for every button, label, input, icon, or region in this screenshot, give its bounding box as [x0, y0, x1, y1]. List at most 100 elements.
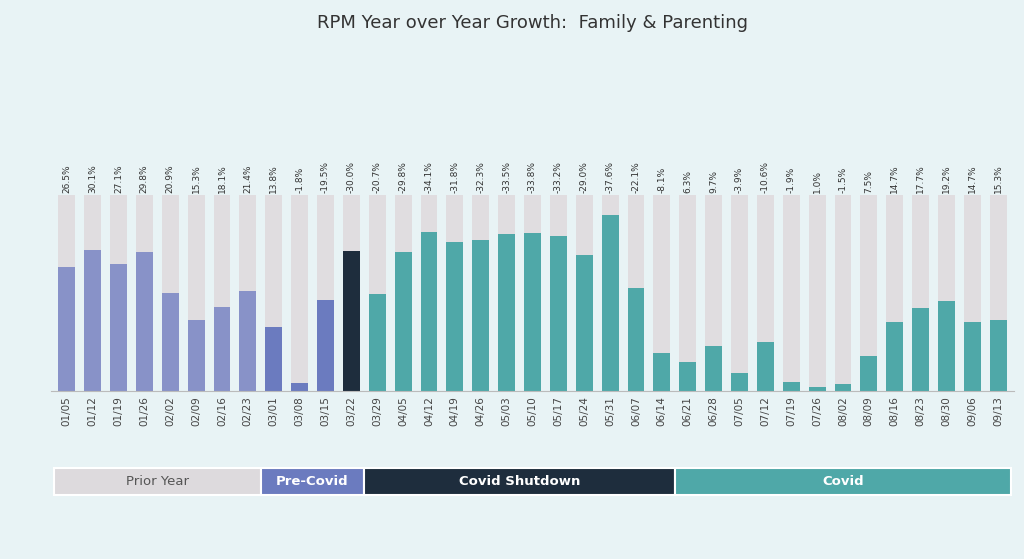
Bar [964, 195, 981, 391]
Bar [990, 320, 1007, 391]
Bar [240, 291, 256, 391]
Bar [679, 362, 696, 391]
Text: -34.1%: -34.1% [425, 162, 433, 193]
FancyBboxPatch shape [365, 467, 675, 495]
Text: 21.4%: 21.4% [244, 165, 252, 193]
Bar [84, 195, 101, 391]
Text: -3.9%: -3.9% [735, 167, 744, 193]
Bar [58, 267, 75, 391]
Bar [524, 233, 541, 391]
Text: 7.5%: 7.5% [864, 170, 873, 193]
Text: 29.8%: 29.8% [140, 164, 148, 193]
Bar [550, 195, 566, 391]
FancyBboxPatch shape [261, 467, 365, 495]
Text: 18.1%: 18.1% [217, 164, 226, 193]
Bar [782, 382, 800, 391]
Bar [912, 195, 929, 391]
Text: -20.7%: -20.7% [373, 162, 382, 193]
Text: -30.0%: -30.0% [347, 161, 356, 193]
Text: Prior Year: Prior Year [126, 475, 188, 488]
Text: -33.2%: -33.2% [554, 162, 563, 193]
Bar [58, 195, 75, 391]
Bar [317, 195, 334, 391]
Text: 9.7%: 9.7% [709, 170, 718, 193]
Text: -29.8%: -29.8% [398, 162, 408, 193]
Text: -33.8%: -33.8% [528, 161, 537, 193]
Bar [602, 195, 618, 391]
Text: 1.0%: 1.0% [813, 170, 821, 193]
Bar [446, 195, 463, 391]
Bar [887, 323, 903, 391]
Text: 27.1%: 27.1% [114, 164, 123, 193]
Text: 14.7%: 14.7% [968, 164, 977, 193]
Bar [499, 195, 515, 391]
Bar [343, 195, 359, 391]
Text: 20.9%: 20.9% [166, 164, 175, 193]
FancyBboxPatch shape [54, 467, 261, 495]
Text: -1.8%: -1.8% [295, 167, 304, 193]
Text: 26.5%: 26.5% [62, 164, 72, 193]
Bar [240, 195, 256, 391]
Bar [110, 264, 127, 391]
Bar [394, 252, 412, 391]
Bar [809, 387, 825, 391]
Text: Covid: Covid [822, 475, 864, 488]
Text: -1.5%: -1.5% [839, 167, 848, 193]
Bar [369, 195, 386, 391]
Bar [782, 195, 800, 391]
Text: -19.5%: -19.5% [321, 161, 330, 193]
Bar [860, 356, 878, 391]
Bar [369, 295, 386, 391]
Bar [938, 195, 955, 391]
Text: 13.8%: 13.8% [269, 164, 279, 193]
Bar [653, 195, 671, 391]
Bar [421, 195, 437, 391]
Bar [628, 288, 644, 391]
Text: -29.0%: -29.0% [580, 162, 589, 193]
Bar [187, 195, 205, 391]
Text: -37.6%: -37.6% [605, 161, 614, 193]
Text: 17.7%: 17.7% [916, 164, 925, 193]
Bar [136, 252, 153, 391]
Bar [887, 195, 903, 391]
Text: 19.2%: 19.2% [942, 164, 951, 193]
Bar [524, 195, 541, 391]
Text: 30.1%: 30.1% [88, 164, 97, 193]
Bar [706, 346, 722, 391]
Bar [731, 373, 748, 391]
Text: 15.3%: 15.3% [191, 164, 201, 193]
Text: -1.9%: -1.9% [786, 167, 796, 193]
Bar [343, 251, 359, 391]
Bar [446, 243, 463, 391]
Bar [575, 255, 593, 391]
Bar [575, 195, 593, 391]
Text: -31.8%: -31.8% [451, 161, 460, 193]
Title: RPM Year over Year Growth:  Family & Parenting: RPM Year over Year Growth: Family & Pare… [317, 14, 748, 32]
Text: 15.3%: 15.3% [993, 164, 1002, 193]
Text: -33.5%: -33.5% [502, 161, 511, 193]
Bar [809, 195, 825, 391]
Bar [162, 293, 178, 391]
Bar [84, 250, 101, 391]
Text: -10.6%: -10.6% [761, 161, 770, 193]
Bar [912, 309, 929, 391]
Bar [757, 195, 774, 391]
Text: Pre-Covid: Pre-Covid [276, 475, 349, 488]
Bar [214, 195, 230, 391]
FancyBboxPatch shape [675, 467, 1011, 495]
Bar [499, 234, 515, 391]
Bar [265, 195, 283, 391]
Bar [860, 195, 878, 391]
Bar [110, 195, 127, 391]
Bar [421, 231, 437, 391]
Bar [162, 195, 178, 391]
Bar [938, 301, 955, 391]
Bar [964, 323, 981, 391]
Bar [472, 240, 489, 391]
Text: 6.3%: 6.3% [683, 170, 692, 193]
Text: 14.7%: 14.7% [890, 164, 899, 193]
Bar [990, 195, 1007, 391]
Bar [265, 326, 283, 391]
Text: -8.1%: -8.1% [657, 167, 667, 193]
Bar [706, 195, 722, 391]
